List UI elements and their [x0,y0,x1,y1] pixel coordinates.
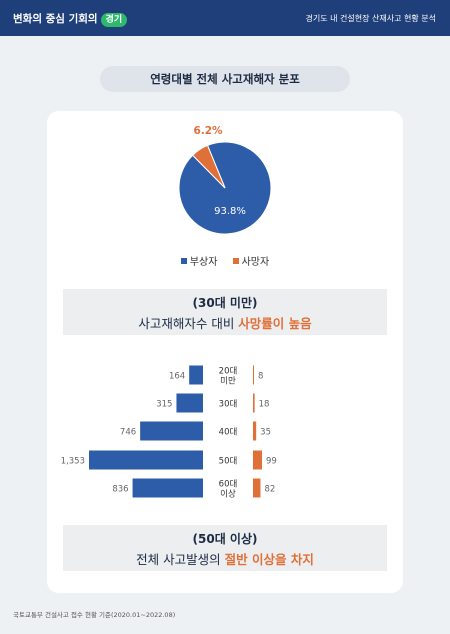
category-label: 40대 [219,428,238,438]
legend-item-dead: 사망자 [232,253,270,268]
bar-label-dead: 82 [264,485,275,495]
callout-text-prefix: 전체 사고발생의 [136,552,225,567]
callout-over-50: (50대 이상) 전체 사고발생의 절반 이상을 차지 [63,525,387,571]
bar-label-injured: 1,353 [61,457,85,467]
bar-label-dead: 8 [258,372,263,382]
bar-injured [176,393,203,413]
bar-label-injured: 164 [169,372,185,382]
bar-injured [89,450,203,470]
bar-dead [253,393,255,413]
source-footnote: 국토교통부 건설사고 접수 현황 기준(2020.01~2022.08) [13,611,176,619]
header-subtitle: 경기도 내 건설현장 산재사고 현황 분석 [305,14,436,23]
bar-dead [253,421,257,441]
callout-heading: (30대 미만) [192,296,258,310]
legend-item-injured: 부상자 [180,253,218,268]
bar-label-dead: 18 [259,400,270,410]
callout-text: 전체 사고발생의 절반 이상을 차지 [63,549,387,568]
legend-label-injured: 부상자 [189,257,218,268]
bar-dead [253,365,254,385]
bar-injured [140,421,203,441]
category-label: 60대 [219,480,238,490]
pie-label-dead: 6.2% [193,125,223,137]
bar-label-dead: 99 [266,457,277,467]
bar-dead [253,478,261,498]
bar-dead [253,450,262,470]
legend-label-dead: 사망자 [241,257,270,268]
brand-logo: 변화의 중심 기회의 경기 [13,11,128,27]
category-label: 미만 [220,377,236,387]
page-title: 연령대별 전체 사고재해자 분포 [100,66,350,92]
callout-highlight: 사망률이 높음 [238,316,312,331]
brand-text: 변화의 중심 기회의 [13,13,98,25]
category-label: 30대 [219,400,238,410]
brand-badge: 경기 [100,13,128,27]
pie-chart: 93.8% 6.2% [178,125,272,235]
bar-injured [189,365,203,385]
pie-slice-dead [191,144,226,189]
legend: 부상자 사망자 [0,253,450,268]
callout-highlight: 절반 이상을 차지 [224,552,314,567]
callout-text-prefix: 사고재해자수 대비 [138,316,239,331]
bar-injured [132,478,203,498]
legend-swatch-blue [180,258,187,264]
bar-label-dead: 35 [260,428,271,438]
callout-text: 사고재해자수 대비 사망률이 높음 [63,313,387,332]
bar-label-injured: 315 [156,400,172,410]
callout-under-30: (30대 미만) 사고재해자수 대비 사망률이 높음 [63,289,387,335]
category-label: 이상 [220,489,236,500]
pie-label-injured: 93.8% [214,206,246,217]
category-label: 50대 [219,457,238,467]
header-bar: 변화의 중심 기회의 경기 경기도 내 건설현장 산재사고 현황 분석 [0,0,450,36]
bar-label-injured: 746 [120,428,136,438]
bar-label-injured: 836 [112,485,128,495]
callout-heading: (50대 이상) [192,532,258,546]
legend-swatch-orange [232,258,239,264]
category-label: 20대 [219,367,238,377]
